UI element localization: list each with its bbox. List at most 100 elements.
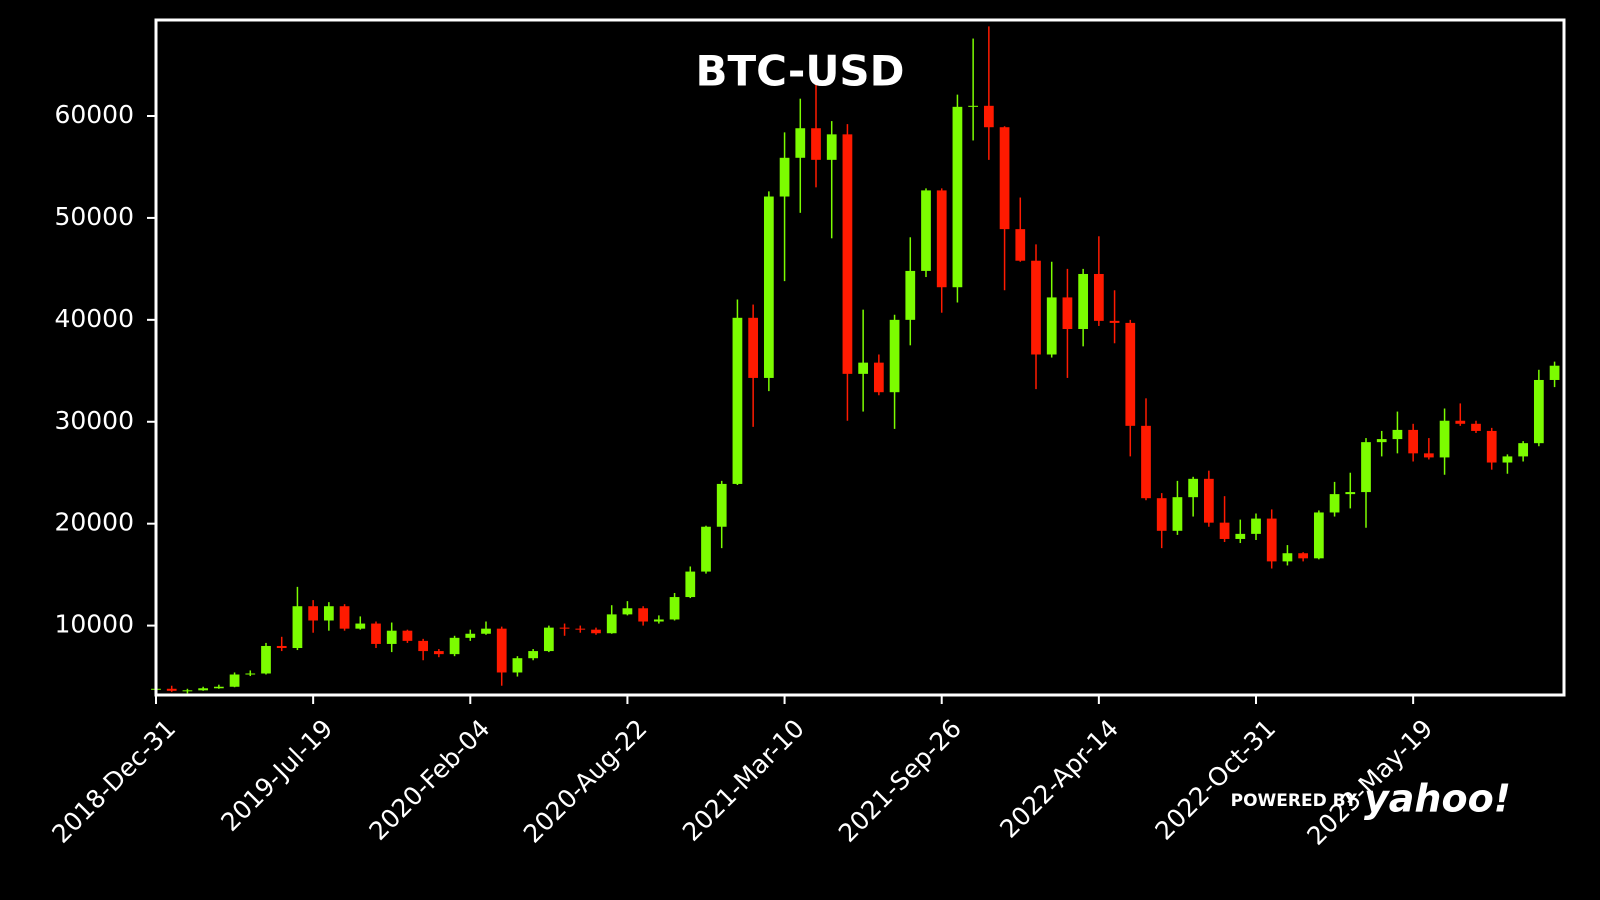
candle-body	[371, 623, 381, 644]
x-tick-label: 2022-Apr-14	[994, 714, 1124, 844]
candle-body	[811, 128, 821, 160]
candle-body	[748, 317, 759, 378]
candle-body	[1219, 522, 1230, 539]
candle-body	[858, 362, 869, 374]
candle-body	[1031, 260, 1041, 355]
candle-body	[1313, 512, 1324, 559]
candle-body	[245, 673, 256, 675]
candle-body	[276, 645, 287, 649]
candle-body	[418, 640, 429, 652]
candle-body	[182, 690, 193, 692]
candle-body	[1172, 497, 1183, 531]
x-tick-label: 2021-Mar-10	[677, 714, 810, 847]
candle-body	[1156, 498, 1167, 531]
candle-body	[732, 317, 743, 484]
x-tick-label: 2021-Sep-26	[833, 714, 967, 848]
candle-body	[481, 628, 491, 634]
candle-body	[1282, 553, 1293, 562]
y-tick-label: 60000	[54, 100, 134, 129]
candle-body	[559, 627, 570, 629]
y-tick-label: 50000	[54, 202, 134, 231]
candle-body	[1203, 478, 1214, 523]
candle-body	[1455, 420, 1466, 424]
candle-body	[606, 614, 617, 634]
candle-body	[1015, 229, 1026, 261]
candle-body	[1392, 429, 1403, 440]
candle-body	[1502, 456, 1513, 463]
candle-body	[873, 362, 884, 393]
candle-body	[402, 630, 413, 641]
candle-body	[1361, 442, 1371, 493]
candle-body	[701, 526, 711, 572]
chart-title: BTC-USD	[695, 47, 904, 96]
candle-body	[261, 645, 271, 674]
plot-frame	[154, 18, 1566, 697]
candle-body	[465, 633, 476, 638]
candle-body	[968, 105, 979, 107]
candle-body	[826, 134, 837, 160]
candle-body	[999, 127, 1010, 230]
candle-body	[622, 608, 633, 615]
candle-body	[1471, 423, 1481, 431]
candle-body	[1266, 518, 1277, 562]
watermark-brand: yahoo!	[1364, 777, 1511, 821]
candle-body	[1046, 297, 1057, 355]
candle-body	[1251, 518, 1261, 534]
candle-body	[496, 628, 507, 673]
candle-body	[921, 190, 931, 271]
candle-body	[669, 597, 680, 620]
candle-body	[213, 686, 224, 689]
candle-body	[308, 606, 319, 621]
y-tick-label: 20000	[54, 508, 134, 537]
candle-body	[591, 629, 601, 634]
candle-body	[889, 319, 900, 393]
candle-body	[779, 157, 790, 197]
candle-body	[386, 630, 397, 644]
candle-body	[936, 190, 947, 288]
candle-body	[685, 571, 696, 598]
candle-body	[229, 674, 240, 687]
candle-body	[763, 196, 774, 378]
candle-body	[905, 270, 916, 320]
candle-body	[1345, 492, 1356, 495]
candle-body	[1439, 420, 1450, 458]
candle-body	[1235, 533, 1246, 539]
candle-body	[166, 688, 177, 691]
candle-body	[653, 619, 664, 622]
x-tick-label: 2020-Aug-22	[518, 714, 653, 849]
candle-body	[1298, 553, 1309, 559]
candle-body	[543, 627, 554, 652]
candle-body	[1408, 429, 1419, 454]
candle-body	[1518, 443, 1529, 457]
candle-body	[1078, 273, 1089, 330]
candle-body	[433, 651, 444, 655]
candle-body	[355, 623, 366, 629]
plot-area	[151, 26, 1560, 694]
candle-body	[1329, 494, 1340, 513]
x-tick-label: 2019-Jul-19	[215, 714, 338, 837]
candle-body	[339, 606, 350, 629]
candle-body	[952, 106, 963, 288]
x-tick-label: 2018-Dec-31	[46, 714, 181, 849]
candle-body	[1533, 379, 1544, 444]
candle-body	[795, 128, 806, 158]
y-tick-label: 30000	[54, 406, 134, 435]
y-tick-label: 10000	[54, 610, 134, 639]
candle-body	[449, 637, 460, 655]
candle-body	[1188, 478, 1199, 498]
candle-body	[323, 606, 334, 621]
candle-body	[292, 606, 303, 649]
candle-body	[1549, 365, 1560, 380]
candle-body	[1423, 453, 1434, 458]
watermark-prefix: POWERED BY	[1231, 791, 1358, 811]
candle-body	[1125, 322, 1136, 426]
candle-body	[1062, 297, 1073, 330]
candle-body	[1109, 320, 1120, 323]
candle-body	[1093, 273, 1104, 321]
candle-body	[528, 651, 539, 659]
candle-body	[716, 483, 727, 527]
candle-body	[842, 134, 853, 374]
candle-body	[638, 608, 649, 622]
